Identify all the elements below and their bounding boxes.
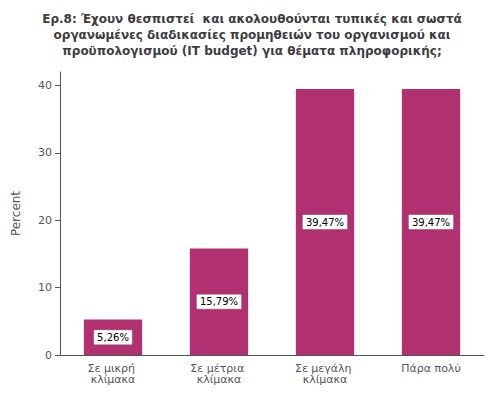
- svg-text:15,79%: 15,79%: [200, 296, 238, 307]
- svg-text:προϋπολογισμού (IT budget) για: προϋπολογισμού (IT budget) για θέματα πλ…: [62, 44, 441, 58]
- svg-text:39,47%: 39,47%: [412, 217, 450, 228]
- svg-text:Πάρα πολύ: Πάρα πολύ: [401, 362, 460, 375]
- svg-text:Percent: Percent: [9, 191, 23, 236]
- svg-text:οργανωμένες διαδικασίες προμηθ: οργανωμένες διαδικασίες προμηθειών του ο…: [54, 28, 451, 42]
- svg-text:κλίμακα: κλίμακα: [303, 373, 348, 386]
- svg-text:0: 0: [45, 349, 52, 362]
- svg-text:κλίμακα: κλίμακα: [91, 373, 136, 386]
- svg-text:10: 10: [38, 281, 52, 294]
- svg-text:Σε μικρή: Σε μικρή: [87, 362, 139, 375]
- svg-text:40: 40: [38, 79, 52, 92]
- svg-text:Ερ.8: Έχουν θεσπιστεί και ακο: Ερ.8: Έχουν θεσπιστεί και ακολουθούνται …: [42, 12, 462, 26]
- svg-text:5,26%: 5,26%: [97, 332, 129, 343]
- svg-text:20: 20: [38, 214, 52, 227]
- svg-text:Σε μεγάλη: Σε μεγάλη: [295, 362, 355, 375]
- svg-text:39,47%: 39,47%: [306, 217, 344, 228]
- svg-text:30: 30: [38, 146, 52, 159]
- svg-text:Σε μέτρια: Σε μέτρια: [190, 362, 248, 375]
- svg-text:κλίμακα: κλίμακα: [197, 373, 242, 386]
